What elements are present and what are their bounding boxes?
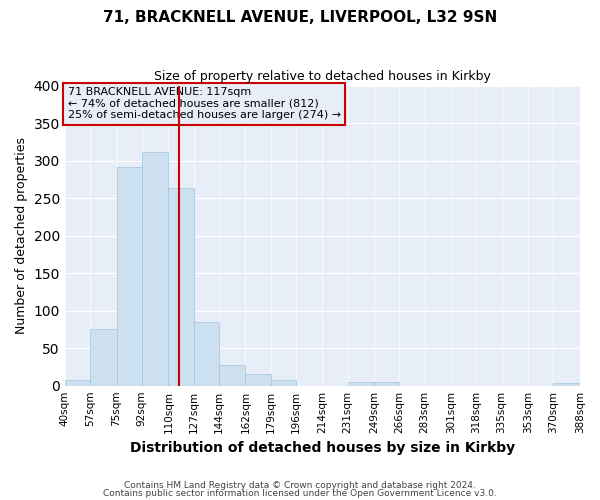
Bar	[219, 364, 245, 386]
Text: 71, BRACKNELL AVENUE, LIVERPOOL, L32 9SN: 71, BRACKNELL AVENUE, LIVERPOOL, L32 9SN	[103, 10, 497, 25]
Bar	[245, 374, 271, 386]
Bar	[116, 168, 142, 386]
Bar	[271, 380, 296, 386]
Bar	[194, 322, 219, 386]
Bar	[142, 152, 169, 386]
X-axis label: Distribution of detached houses by size in Kirkby: Distribution of detached houses by size …	[130, 441, 515, 455]
Bar	[65, 380, 90, 386]
Text: 71 BRACKNELL AVENUE: 117sqm
← 74% of detached houses are smaller (812)
25% of se: 71 BRACKNELL AVENUE: 117sqm ← 74% of det…	[68, 87, 341, 120]
Bar	[374, 382, 400, 386]
Title: Size of property relative to detached houses in Kirkby: Size of property relative to detached ho…	[154, 70, 491, 83]
Y-axis label: Number of detached properties: Number of detached properties	[15, 137, 28, 334]
Bar	[90, 328, 116, 386]
Text: Contains HM Land Registry data © Crown copyright and database right 2024.: Contains HM Land Registry data © Crown c…	[124, 481, 476, 490]
Bar	[553, 384, 580, 386]
Bar	[169, 188, 194, 386]
Bar	[347, 382, 374, 386]
Text: Contains public sector information licensed under the Open Government Licence v3: Contains public sector information licen…	[103, 488, 497, 498]
